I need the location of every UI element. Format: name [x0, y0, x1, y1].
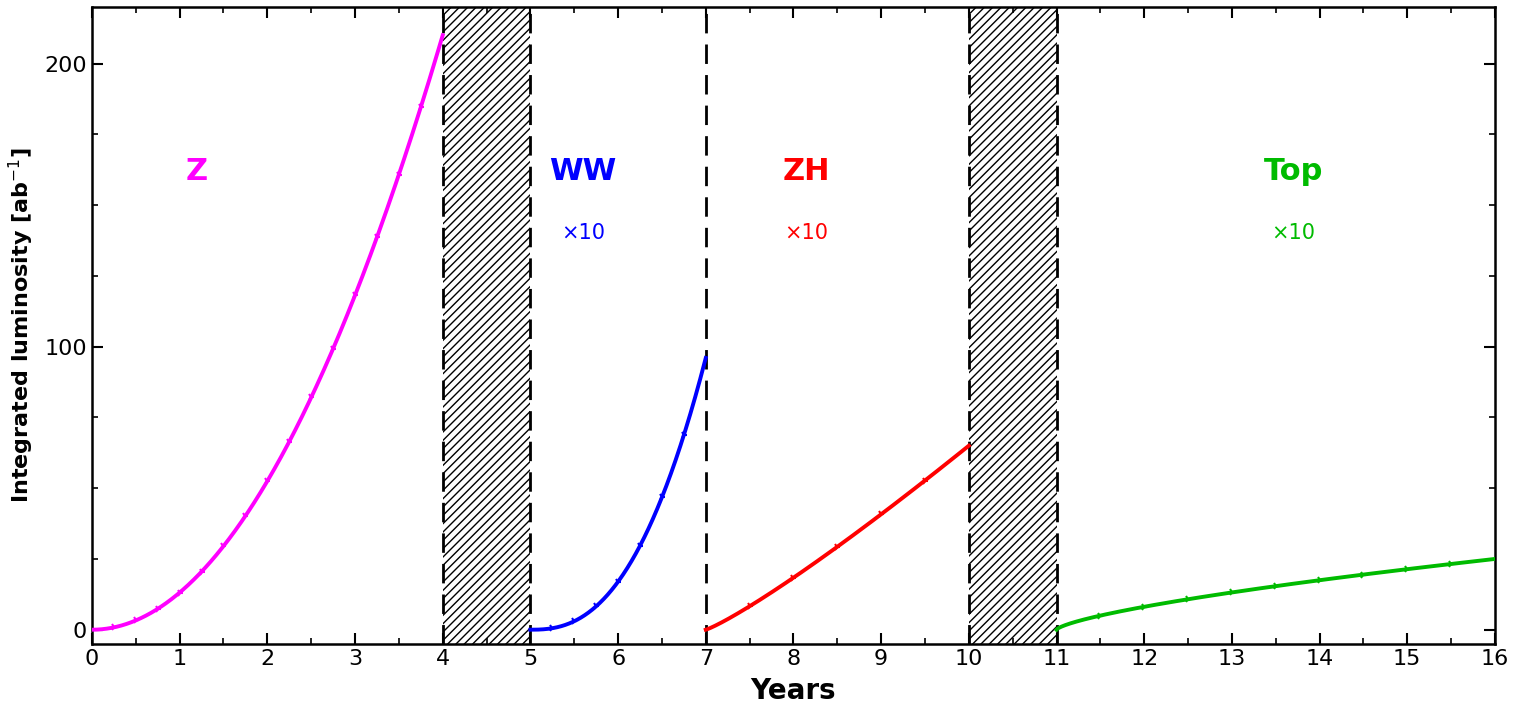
Bar	[443, 7, 531, 644]
X-axis label: Years: Years	[750, 677, 837, 705]
Text: ×10: ×10	[1272, 224, 1316, 244]
Text: ×10: ×10	[785, 224, 829, 244]
Bar	[969, 7, 1057, 644]
Text: WW: WW	[549, 157, 617, 186]
Text: Z: Z	[186, 157, 208, 186]
Text: ×10: ×10	[561, 224, 605, 244]
Text: Top: Top	[1263, 157, 1323, 186]
Text: ZH: ZH	[782, 157, 831, 186]
Y-axis label: Integrated luminosity [ab$^{-1}$]: Integrated luminosity [ab$^{-1}$]	[8, 147, 36, 503]
